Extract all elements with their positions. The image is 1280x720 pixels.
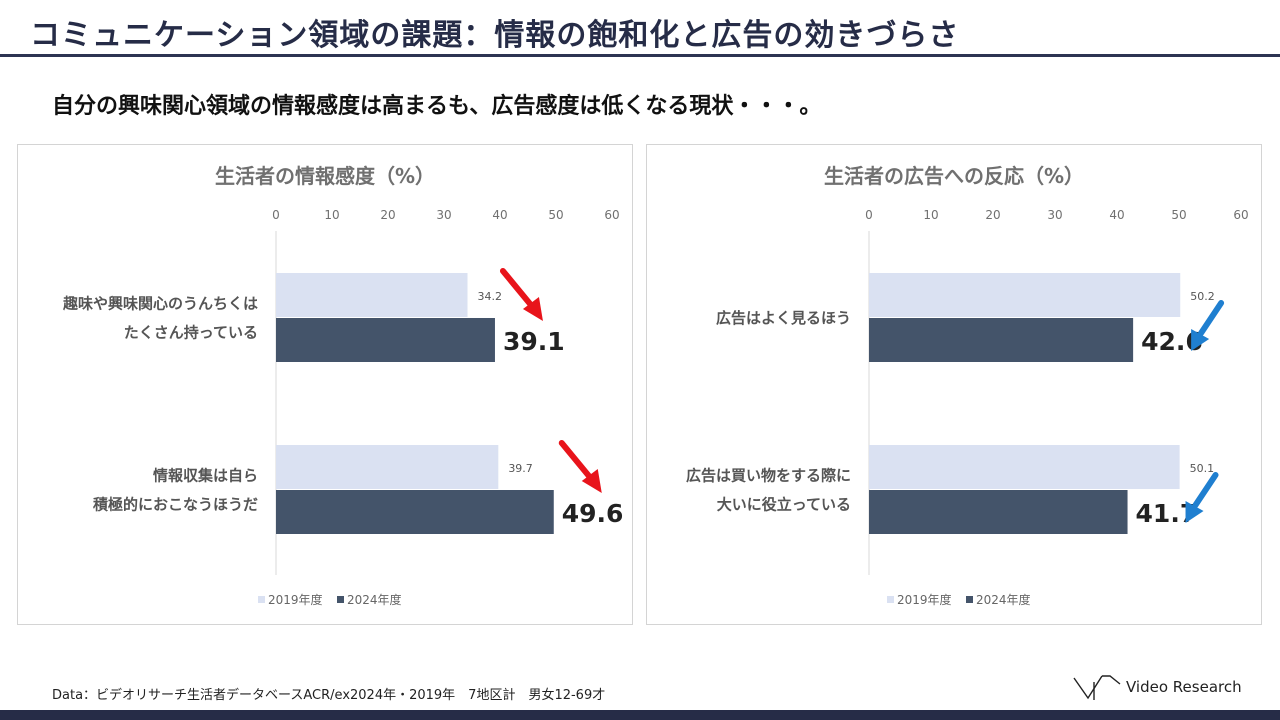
data-label-2024: 49.6	[562, 499, 624, 528]
legend-swatch-2024	[966, 596, 973, 603]
x-tick-label: 50	[1171, 208, 1186, 222]
data-label-2019: 34.2	[478, 290, 503, 303]
bar-2019	[869, 273, 1181, 317]
bar-2024	[276, 490, 554, 534]
category-label: 積極的におこなうほうだ	[92, 496, 258, 514]
legend-label-2019: 2019年度	[897, 592, 952, 607]
trend-arrow-down-icon	[1192, 472, 1219, 508]
legend-swatch-2019	[258, 596, 265, 603]
data-label-2019: 50.2	[1190, 290, 1215, 303]
bar-2019	[869, 445, 1180, 489]
legend-label-2024: 2024年度	[976, 592, 1031, 607]
x-tick-label: 50	[548, 208, 563, 222]
legend-label-2024: 2024年度	[347, 592, 402, 607]
info-sensitivity-chart: 生活者の情報感度（%） 0 10 20 30 40 50 60 趣味や興味関心のうんちくはたくさ…	[62, 164, 624, 607]
category-label: たくさん持っている	[124, 324, 258, 342]
bar-2024	[869, 490, 1128, 534]
x-tick-label: 40	[1109, 208, 1124, 222]
bottom-bar	[0, 710, 1280, 720]
legend-swatch-2024	[337, 596, 344, 603]
data-label-2024: 39.1	[503, 327, 565, 356]
bar-2019	[276, 273, 468, 317]
legend-label-2019: 2019年度	[268, 592, 323, 607]
x-tick-label: 40	[492, 208, 507, 222]
x-tick-label: 30	[436, 208, 451, 222]
trend-arrowhead-icon	[581, 469, 602, 493]
page-title: コミュニケーション領域の課題：情報の飽和化と広告の効きづらさ	[30, 18, 960, 53]
category-label: 趣味や興味関心のうんちくは	[62, 295, 258, 313]
category-label: 情報収集は自ら	[153, 467, 258, 485]
x-tick-label: 10	[923, 208, 938, 222]
trend-arrowhead-icon	[1185, 501, 1204, 523]
x-tick-label: 0	[865, 208, 873, 222]
category-label: 広告は買い物をする際に	[686, 467, 851, 485]
chart-title: 生活者の広告への反応（%）	[824, 164, 1084, 188]
chart-panel-ad-response: 生活者の広告への反応（%） 0 10 20 30 40 50 60 広告はよく見るほう 50.2 4…	[646, 144, 1262, 625]
x-tick-label: 10	[324, 208, 339, 222]
category-label: 広告はよく見るほう	[716, 309, 851, 327]
video-research-logo-icon	[1073, 675, 1121, 700]
ad-response-chart: 生活者の広告への反応（%）0 10 20 30 40 50 60広告はよく見るほう50.24…	[686, 164, 1249, 607]
title-divider	[0, 54, 1280, 57]
data-label-2019: 39.7	[508, 462, 533, 475]
x-tick-label: 20	[380, 208, 395, 222]
bar-2024	[276, 318, 495, 362]
x-tick-label: 30	[1047, 208, 1062, 222]
x-tick-label: 20	[985, 208, 1000, 222]
logo-text: Video Research	[1126, 678, 1242, 696]
bar-2024	[869, 318, 1134, 362]
page-subtitle: 自分の興味関心領域の情報感度は高まるも、広告感度は低くなる現状・・・。	[52, 94, 822, 119]
data-source-note: Data：ビデオリサーチ生活者データベースACR/ex2024年・2019年 7…	[52, 688, 606, 703]
category-label: 大いに役立っている	[717, 496, 851, 514]
chart-panel-info-sensitivity: 生活者の情報感度（%） 0 10 20 30 40 50 60 趣味や興味関心のうんちくはたくさ…	[17, 144, 633, 625]
chart-title: 生活者の情報感度（%）	[215, 164, 435, 188]
trend-arrow-up-icon	[558, 440, 593, 480]
video-research-logo: Video Research	[1072, 672, 1252, 704]
trend-arrowhead-icon	[1191, 329, 1210, 351]
x-tick-label: 60	[604, 208, 619, 222]
x-tick-label: 0	[272, 208, 280, 222]
legend-swatch-2019	[887, 596, 894, 603]
trend-arrow-up-icon	[499, 268, 534, 308]
trend-arrow-down-icon	[1198, 300, 1225, 336]
data-label-2019: 50.1	[1190, 462, 1215, 475]
trend-arrowhead-icon	[522, 297, 543, 321]
x-tick-label: 60	[1233, 208, 1248, 222]
bar-2019	[276, 445, 499, 489]
